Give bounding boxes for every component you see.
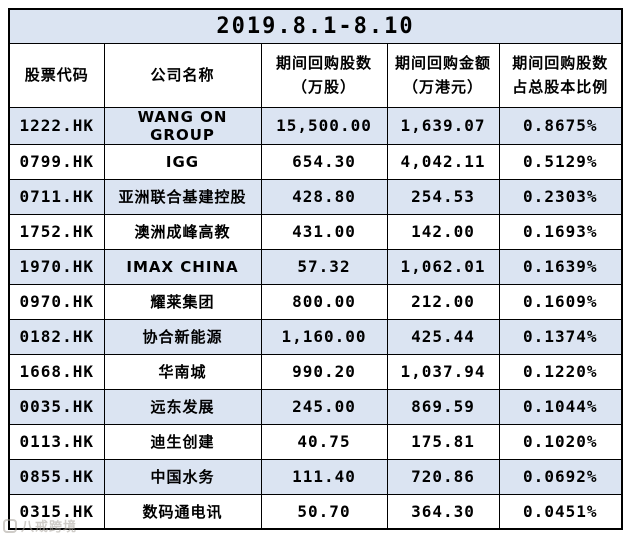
buyback-table: 2019.8.1-8.10 股票代码 公司名称 期间回购股数 （万股） 期间回购… (8, 8, 624, 530)
table-row: 1668.HK 华南城 990.20 1,037.94 0.1220% (8, 353, 623, 390)
cell-company-name: 远东发展 (103, 388, 262, 425)
cell-amount-repurchased: 254.53 (386, 178, 500, 215)
table-row: 0182.HK 协合新能源 1,160.00 425.44 0.1374% (8, 318, 623, 355)
cell-amount-repurchased: 1,062.01 (386, 248, 500, 285)
table-row: 0035.HK 远东发展 245.00 869.59 0.1044% (8, 388, 623, 425)
cell-shares-repurchased: 431.00 (260, 213, 388, 250)
cell-company-name: 华南城 (103, 353, 262, 390)
cell-stock-code: 0711.HK (8, 178, 105, 215)
cell-company-name: IGG (103, 143, 262, 180)
cell-amount-repurchased: 142.00 (386, 213, 500, 250)
cell-percent-of-total: 0.1693% (498, 213, 623, 250)
col-header-company-name: 公司名称 (103, 42, 262, 108)
cell-amount-repurchased: 4,042.11 (386, 143, 500, 180)
col-header-percent-of-total: 期间回购股数 占总股本比例 (498, 42, 623, 108)
cell-shares-repurchased: 1,160.00 (260, 318, 388, 355)
cell-percent-of-total: 0.2303% (498, 178, 623, 215)
cell-shares-repurchased: 245.00 (260, 388, 388, 425)
cell-amount-repurchased: 175.81 (386, 423, 500, 460)
cell-shares-repurchased: 15,500.00 (260, 106, 388, 145)
cell-stock-code: 0970.HK (8, 283, 105, 320)
cell-shares-repurchased: 990.20 (260, 353, 388, 390)
table-title: 2019.8.1-8.10 (8, 8, 623, 44)
cell-company-name: 数码通电讯 (103, 493, 262, 530)
cell-company-name: IMAX CHINA (103, 248, 262, 285)
cell-percent-of-total: 0.5129% (498, 143, 623, 180)
cell-stock-code: 0113.HK (8, 423, 105, 460)
cell-stock-code: 1222.HK (8, 106, 105, 145)
cell-amount-repurchased: 1,639.07 (386, 106, 500, 145)
cell-percent-of-total: 0.1020% (498, 423, 623, 460)
cell-shares-repurchased: 57.32 (260, 248, 388, 285)
cell-shares-repurchased: 800.00 (260, 283, 388, 320)
cell-company-name: WANG ON GROUP (103, 106, 262, 145)
cell-percent-of-total: 0.1220% (498, 353, 623, 390)
cell-stock-code: 0035.HK (8, 388, 105, 425)
cell-amount-repurchased: 364.30 (386, 493, 500, 530)
cell-percent-of-total: 0.1374% (498, 318, 623, 355)
cell-stock-code: 0182.HK (8, 318, 105, 355)
cell-amount-repurchased: 425.44 (386, 318, 500, 355)
table-row: 1222.HK WANG ON GROUP 15,500.00 1,639.07… (8, 106, 623, 145)
cell-percent-of-total: 0.1639% (498, 248, 623, 285)
cell-amount-repurchased: 720.86 (386, 458, 500, 495)
cell-percent-of-total: 0.1044% (498, 388, 623, 425)
table-row: 0799.HK IGG 654.30 4,042.11 0.5129% (8, 143, 623, 180)
cell-company-name: 耀莱集团 (103, 283, 262, 320)
cell-company-name: 亚洲联合基建控股 (103, 178, 262, 215)
cell-shares-repurchased: 428.80 (260, 178, 388, 215)
table-row: 0855.HK 中国水务 111.40 720.86 0.0692% (8, 458, 623, 495)
cell-stock-code: 1752.HK (8, 213, 105, 250)
cell-company-name: 迪生创建 (103, 423, 262, 460)
cell-percent-of-total: 0.0451% (498, 493, 623, 530)
cell-stock-code: 0855.HK (8, 458, 105, 495)
col-header-stock-code: 股票代码 (8, 42, 105, 108)
cell-stock-code: 0315.HK (8, 493, 105, 530)
title-row: 2019.8.1-8.10 (8, 8, 623, 44)
cell-shares-repurchased: 40.75 (260, 423, 388, 460)
header-row: 股票代码 公司名称 期间回购股数 （万股） 期间回购金额 （万港元） 期间回购股… (8, 42, 623, 108)
cell-shares-repurchased: 50.70 (260, 493, 388, 530)
cell-shares-repurchased: 654.30 (260, 143, 388, 180)
table-row: 0315.HK 数码通电讯 50.70 364.30 0.0451% (8, 493, 623, 530)
cell-stock-code: 1668.HK (8, 353, 105, 390)
cell-percent-of-total: 0.0692% (498, 458, 623, 495)
col-header-amount-repurchased: 期间回购金额 （万港元） (386, 42, 500, 108)
cell-amount-repurchased: 212.00 (386, 283, 500, 320)
table-row: 0113.HK 迪生创建 40.75 175.81 0.1020% (8, 423, 623, 460)
table-row: 0970.HK 耀莱集团 800.00 212.00 0.1609% (8, 283, 623, 320)
cell-amount-repurchased: 1,037.94 (386, 353, 500, 390)
table-row: 1752.HK 澳洲成峰高教 431.00 142.00 0.1693% (8, 213, 623, 250)
cell-amount-repurchased: 869.59 (386, 388, 500, 425)
cell-stock-code: 1970.HK (8, 248, 105, 285)
cell-company-name: 中国水务 (103, 458, 262, 495)
cell-shares-repurchased: 111.40 (260, 458, 388, 495)
cell-stock-code: 0799.HK (8, 143, 105, 180)
table-row: 1970.HK IMAX CHINA 57.32 1,062.01 0.1639… (8, 248, 623, 285)
cell-company-name: 协合新能源 (103, 318, 262, 355)
table-row: 0711.HK 亚洲联合基建控股 428.80 254.53 0.2303% (8, 178, 623, 215)
cell-percent-of-total: 0.8675% (498, 106, 623, 145)
cell-percent-of-total: 0.1609% (498, 283, 623, 320)
col-header-shares-repurchased: 期间回购股数 （万股） (260, 42, 388, 108)
cell-company-name: 澳洲成峰高教 (103, 213, 262, 250)
